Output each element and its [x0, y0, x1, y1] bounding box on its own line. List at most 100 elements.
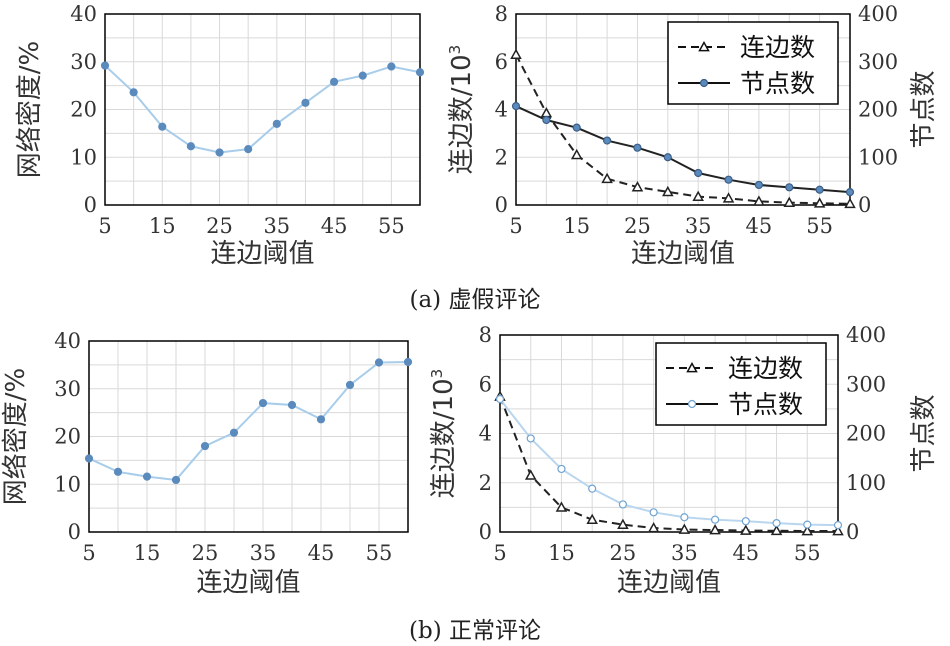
data-point-triangle [740, 524, 752, 535]
x-tick-label: 55 [806, 214, 833, 238]
data-point-triangle [601, 172, 613, 184]
x-axis-label: 连边阈值 [196, 568, 300, 598]
x-tick-label: 35 [685, 214, 712, 238]
x-tick-label: 25 [624, 214, 651, 238]
data-point-triangle [510, 48, 522, 59]
x-tick-label: 35 [250, 541, 277, 565]
data-point [272, 119, 281, 128]
data-point [316, 415, 326, 424]
y-tick-label: 40 [70, 2, 97, 26]
y-tick-label: 20 [70, 98, 97, 122]
data-point [374, 358, 384, 367]
data-point [287, 400, 297, 410]
x-tick-label: 45 [321, 214, 348, 238]
series-line-节点数 [499, 398, 839, 527]
y-right-tick-label: 300 [846, 372, 886, 396]
y-right-tick-label: 400 [858, 2, 898, 26]
data-point [724, 175, 733, 184]
data-point-triangle [801, 524, 814, 536]
x-tick-label: 15 [149, 214, 176, 238]
data-point [415, 68, 425, 77]
y-axis-label-exponent: 3 [446, 45, 464, 55]
y-tick-label: 40 [54, 329, 81, 353]
chart-b-density: 5 15 25 35 45 55 0 10 20 30 40 连边阈值 网络密度/% [1, 329, 413, 598]
y-right-tick-label: 300 [858, 50, 898, 74]
x-tick-label: 55 [366, 541, 393, 565]
x-tick-label: 55 [794, 541, 821, 565]
data-point [572, 123, 581, 132]
data-point [345, 380, 355, 390]
y-right-axis-label: 节点数 [909, 70, 939, 148]
data-point [710, 515, 720, 524]
data-point [526, 434, 535, 443]
series-line-density [104, 64, 421, 154]
y-right-axis-label: 节点数 [909, 394, 939, 472]
y-axis-label: 网络密度/% [15, 41, 45, 178]
x-tick-label: 35 [263, 214, 290, 238]
data-point-triangle [832, 524, 844, 536]
data-point [557, 464, 566, 474]
x-tick-label: 5 [82, 541, 95, 565]
y-right-tick-label: 100 [846, 471, 886, 495]
y-tick-label: 4 [479, 422, 492, 446]
y-tick-label: 2 [479, 471, 492, 495]
series-line-连边数 [515, 54, 851, 205]
data-point [618, 500, 628, 509]
x-tick-label: 55 [378, 214, 405, 238]
caption-b: (b) 正常评论 [409, 618, 541, 644]
data-point [845, 188, 855, 197]
x-tick-label: 35 [671, 541, 698, 565]
data-point-triangle [753, 195, 765, 206]
x-axis-label: 连边阈值 [210, 239, 314, 269]
data-point [602, 136, 612, 145]
legend-box [655, 342, 827, 426]
legend-label: 连边数 [728, 354, 803, 383]
data-point [663, 153, 672, 162]
data-point-triangle [617, 518, 629, 529]
data-point [694, 168, 703, 178]
y-tick-label: 2 [495, 145, 508, 169]
chart-b-edges-nodes: 5 15 25 35 45 55 0 2 4 6 8 0 100 200 300 400 连边阈值 连边数/103… [428, 323, 939, 598]
x-tick-label: 5 [509, 214, 522, 238]
x-tick-label: 25 [610, 541, 637, 565]
legend-box [667, 21, 839, 105]
data-point [403, 357, 413, 367]
y-tick-label: 0 [479, 520, 492, 544]
y-tick-label: 0 [495, 193, 508, 217]
y-tick-label: 8 [479, 323, 492, 347]
x-tick-label: 45 [308, 541, 335, 565]
series-line-节点数 [515, 105, 851, 194]
data-point [511, 102, 521, 111]
plot-frame [104, 13, 421, 206]
legend-label: 节点数 [740, 69, 815, 98]
data-point [215, 148, 224, 157]
data-point [754, 180, 764, 190]
data-point-triangle [555, 501, 568, 512]
data-point-triangle [813, 197, 826, 208]
y-axis-label: 网络密度/% [1, 368, 31, 505]
data-point [158, 122, 167, 131]
x-tick-label: 45 [732, 541, 759, 565]
legend-label: 节点数 [728, 390, 803, 419]
data-point-triangle [586, 513, 598, 525]
legend-label: 连边数 [740, 33, 815, 62]
caption-a: (a) 虚假评论 [410, 287, 541, 313]
x-tick-label: 15 [548, 541, 575, 565]
data-point-triangle [524, 469, 537, 480]
data-point [258, 398, 268, 408]
data-point [495, 394, 505, 404]
y-right-tick-label: 400 [846, 323, 886, 347]
y-tick-label: 10 [70, 145, 97, 169]
data-point [113, 467, 123, 476]
data-point [142, 472, 152, 481]
chart-a-edges-nodes: 5 15 25 35 45 55 0 2 4 6 8 0 100 200 300 400 连边阈值 连边数/103… [446, 2, 939, 269]
data-point [803, 520, 812, 529]
y-tick-label: 30 [54, 377, 81, 401]
y-tick-label: 10 [54, 472, 81, 496]
x-tick-label: 25 [206, 214, 233, 238]
y-right-tick-label: 0 [858, 193, 871, 217]
data-point [301, 98, 310, 107]
data-point-triangle [678, 523, 691, 534]
